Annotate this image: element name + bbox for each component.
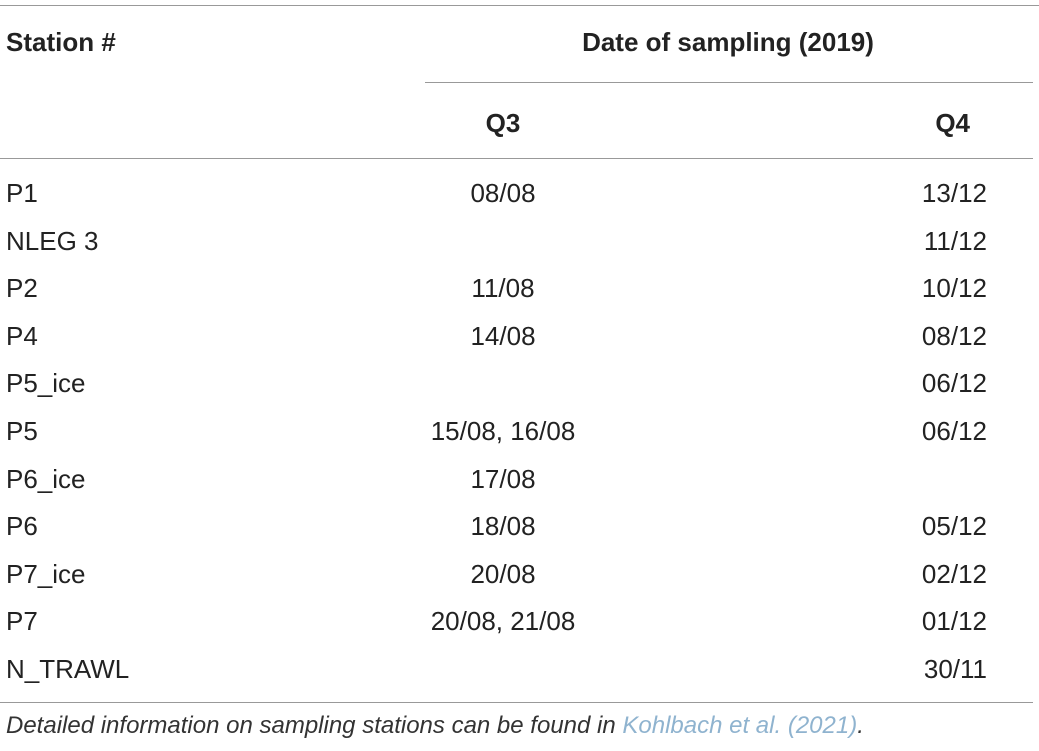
cell: P6_ice	[6, 463, 86, 494]
cell: P4	[6, 320, 38, 351]
cell: 02/12	[921, 558, 987, 589]
rule	[425, 82, 1033, 83]
cell: 08/12	[921, 320, 987, 351]
footnote-text: .	[857, 712, 864, 739]
header: Date of sampling (2019)	[582, 27, 874, 57]
cell: 11/08	[471, 273, 535, 304]
cell: NLEG 3	[6, 225, 99, 256]
cell: P5	[6, 416, 38, 446]
cell: 20/08	[470, 558, 536, 589]
cell: 05/12	[921, 511, 987, 542]
header: Station #	[6, 27, 116, 57]
cell: 15/08, 16/08	[430, 416, 576, 446]
cell: 18/08	[470, 511, 536, 542]
footnote-text: Detailed information on sampling station…	[6, 712, 623, 739]
cell: P7_ice	[6, 558, 86, 589]
cell: 06/12	[921, 416, 987, 446]
cell: 20/08, 21/08	[430, 606, 576, 637]
cell: 17/08	[470, 463, 536, 494]
cell: P5_ice	[6, 368, 86, 399]
cell: 10/12	[921, 273, 987, 304]
link[interactable]: Kohlbach et al. (2021)	[622, 712, 858, 739]
cell: P1	[6, 178, 38, 208]
footnote: Detailed information on sampling station…	[6, 712, 864, 740]
rule	[0, 158, 1033, 159]
cell: P6	[6, 511, 38, 542]
cell: P7	[6, 606, 38, 637]
rule	[0, 5, 1039, 6]
cell: 01/12	[921, 606, 987, 637]
header: Q3	[485, 108, 521, 138]
cell: 14/08	[470, 320, 536, 351]
cell: 06/12	[921, 368, 987, 399]
cell: 11/12	[923, 225, 987, 256]
rule	[0, 702, 1033, 703]
header: Q4	[935, 108, 970, 138]
cell: 30/11	[923, 654, 987, 684]
cell: 13/12	[921, 178, 987, 208]
cell: 08/08	[470, 178, 536, 208]
cell: N_TRAWL	[6, 654, 130, 684]
cell: P2	[6, 273, 38, 304]
